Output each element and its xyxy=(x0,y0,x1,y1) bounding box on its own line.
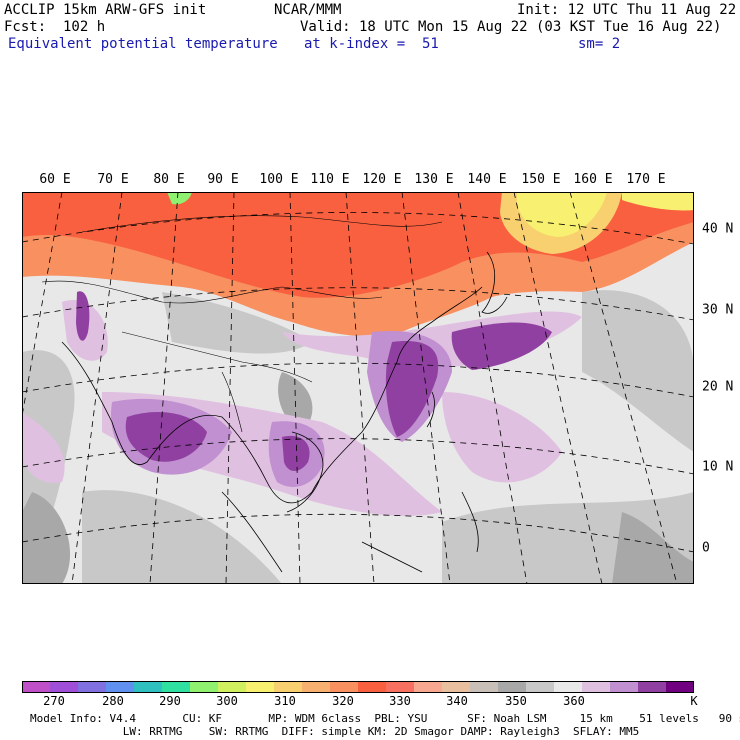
colorbar-swatch xyxy=(526,681,555,693)
colorbar-tick-label: K xyxy=(690,694,698,708)
lon-label: 110 E xyxy=(310,172,350,187)
map-frame xyxy=(22,192,694,584)
lat-label: 0 xyxy=(702,540,710,556)
lat-label: 40 N xyxy=(702,221,734,237)
colorbar-tick-label: 300 xyxy=(216,694,238,708)
graticule xyxy=(22,192,694,584)
dark-purple-field xyxy=(76,291,552,471)
colorbar-swatch xyxy=(330,681,359,693)
lon-label: 160 E xyxy=(573,172,613,187)
coastlines xyxy=(61,251,508,573)
colorbar-tick-label: 280 xyxy=(102,694,124,708)
colorbar-swatch xyxy=(190,681,219,693)
forecast-hour: Fcst: 102 h xyxy=(4,19,106,35)
lon-label: 150 E xyxy=(521,172,561,187)
colorbar-swatch xyxy=(106,681,135,693)
model-info-line2: LW: RRTMG SW: RRTMG DIFF: simple KM: 2D … xyxy=(30,725,640,738)
level-label: at k-index = 51 xyxy=(304,36,439,52)
smoothing-label: sm= 2 xyxy=(578,36,621,52)
lat-label: 10 N xyxy=(702,459,734,475)
valid-time: Valid: 18 UTC Mon 15 Aug 22 (03 KST Tue … xyxy=(300,19,722,35)
colorbar-swatch xyxy=(78,681,107,693)
theta-e-map xyxy=(22,192,694,584)
colorbar-swatch xyxy=(358,681,387,693)
colorbar-tick-label: 350 xyxy=(505,694,527,708)
field-name: Equivalent potential temperature xyxy=(8,36,278,52)
colorbar-tick-label: 360 xyxy=(563,694,585,708)
lat-label: 20 N xyxy=(702,379,734,395)
colorbar-tick-label: 320 xyxy=(332,694,354,708)
colorbar-swatch xyxy=(50,681,79,693)
colorbar-swatch xyxy=(638,681,667,693)
colorbar-swatch xyxy=(302,681,331,693)
lon-label: 100 E xyxy=(259,172,299,187)
lon-label: 130 E xyxy=(414,172,454,187)
country-borders xyxy=(41,215,443,433)
colorbar-swatch xyxy=(582,681,611,693)
colorbar-swatch xyxy=(246,681,275,693)
colorbar-swatch xyxy=(274,681,303,693)
model-title: ACCLIP 15km ARW-GFS init xyxy=(4,2,207,18)
colorbar-swatch xyxy=(470,681,499,693)
colorbar-swatch xyxy=(22,681,51,693)
lon-label: 70 E xyxy=(97,172,129,187)
colorbar-swatch xyxy=(134,681,163,693)
model-info-line1: Model Info: V4.4 CU: KF MP: WDM 6class P… xyxy=(30,712,740,725)
dark-gray-field xyxy=(22,372,694,584)
colorbar-frame xyxy=(22,681,694,693)
colorbar-swatch xyxy=(554,681,583,693)
colorbar-tick-label: 330 xyxy=(389,694,411,708)
colorbar-swatch xyxy=(162,681,191,693)
colorbar-swatch xyxy=(498,681,527,693)
colorbar-swatch xyxy=(442,681,471,693)
colorbar xyxy=(22,681,694,693)
colorbar-swatch xyxy=(414,681,443,693)
lon-label: 140 E xyxy=(467,172,507,187)
colorbar-tick-label: 340 xyxy=(446,694,468,708)
lon-label: 120 E xyxy=(362,172,402,187)
colorbar-swatch xyxy=(666,681,694,693)
center-label: NCAR/MMM xyxy=(274,2,342,18)
colorbar-tick-label: 290 xyxy=(159,694,181,708)
lon-label: 90 E xyxy=(207,172,239,187)
colorbar-swatch xyxy=(218,681,247,693)
colorbar-tick-label: 270 xyxy=(43,694,65,708)
colorbar-swatch xyxy=(610,681,639,693)
lon-label: 80 E xyxy=(153,172,185,187)
lat-label: 30 N xyxy=(702,302,734,318)
lon-label: 170 E xyxy=(626,172,666,187)
lon-label: 60 E xyxy=(39,172,71,187)
colorbar-tick-label: 310 xyxy=(274,694,296,708)
init-time: Init: 12 UTC Thu 11 Aug 22 xyxy=(517,2,737,18)
colorbar-swatch xyxy=(386,681,415,693)
